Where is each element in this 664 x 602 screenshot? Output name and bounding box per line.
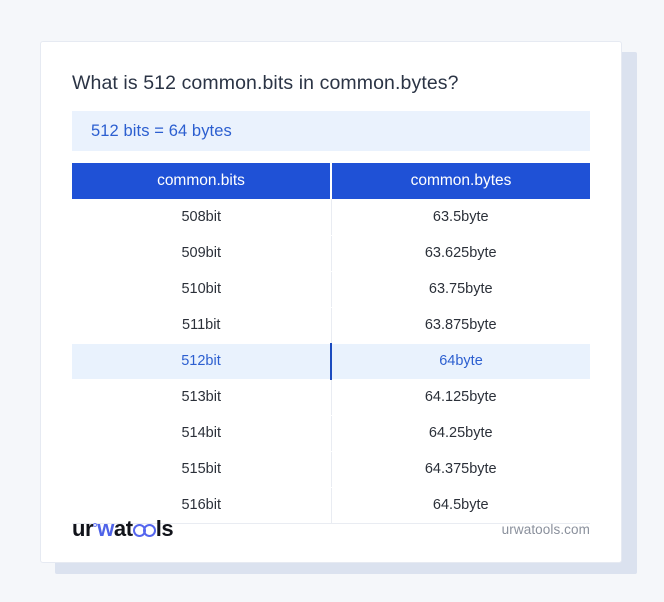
cell-bytes: 64.25byte <box>331 415 590 452</box>
cell-bits: 516bit <box>72 487 332 524</box>
logo-text-ls: ls <box>155 516 174 541</box>
conversion-card: What is 512 common.bits in common.bytes?… <box>40 41 622 563</box>
logo-double-ring-icon <box>132 524 156 537</box>
table-row: 508bit 63.5byte <box>72 199 590 236</box>
card-footer: ur w at ls urwatools.com <box>72 514 590 544</box>
result-banner: 512 bits = 64 bytes <box>72 111 590 152</box>
table-row: 510bit 63.75byte <box>72 271 590 308</box>
cell-bytes: 63.75byte <box>331 271 590 308</box>
cell-bits: 515bit <box>72 451 332 488</box>
conversion-table: common.bits common.bytes 508bit 63.5byte 5… <box>72 163 590 524</box>
table-row: 516bit 64.5byte <box>72 487 590 524</box>
logo-ring-right-icon <box>142 524 156 537</box>
result-banner-text: 512 bits = 64 bytes <box>91 121 232 140</box>
cell-bits: 513bit <box>72 379 332 416</box>
table-header-row: common.bits common.bytes <box>72 163 590 200</box>
table-row: 509bit 63.625byte <box>72 235 590 272</box>
table-body: 508bit 63.5byte 509bit 63.625byte 510bit 63.7… <box>72 199 590 524</box>
logo-text-w: w <box>97 516 114 541</box>
column-header-bits: common.bits <box>72 163 332 200</box>
cell-bytes: 64.375byte <box>331 451 590 488</box>
column-header-bytes: common.bytes <box>331 163 590 200</box>
table-row: 513bit 64.125byte <box>72 379 590 416</box>
cell-bits: 514bit <box>72 415 332 452</box>
cell-bits: 509bit <box>72 235 332 272</box>
table-row: 512bit 64byte <box>72 343 590 380</box>
cell-bits: 508bit <box>72 199 332 236</box>
cell-bytes: 64byte <box>331 343 590 380</box>
cell-bytes: 64.125byte <box>331 379 590 416</box>
logo-text-at: at <box>113 516 133 541</box>
cell-bytes: 64.5byte <box>331 487 590 524</box>
logo-text-ur: ur <box>72 516 94 541</box>
logo-degree-ring-icon <box>93 523 98 527</box>
cell-bits: 511bit <box>72 307 332 344</box>
table-head: common.bits common.bytes <box>72 163 590 200</box>
table-row: 511bit 63.875byte <box>72 307 590 344</box>
table-row: 515bit 64.375byte <box>72 451 590 488</box>
cell-bytes: 63.5byte <box>331 199 590 236</box>
page-title: What is 512 common.bits in common.bytes? <box>72 72 459 94</box>
cell-bits: 512bit <box>72 343 332 380</box>
cell-bytes: 63.875byte <box>331 307 590 344</box>
cell-bytes: 63.625byte <box>331 235 590 272</box>
urwatools-logo[interactable]: ur w at ls <box>72 516 174 541</box>
cell-bits: 510bit <box>72 271 332 308</box>
table-row: 514bit 64.25byte <box>72 415 590 452</box>
footer-domain-text: urwatools.com <box>501 521 590 537</box>
